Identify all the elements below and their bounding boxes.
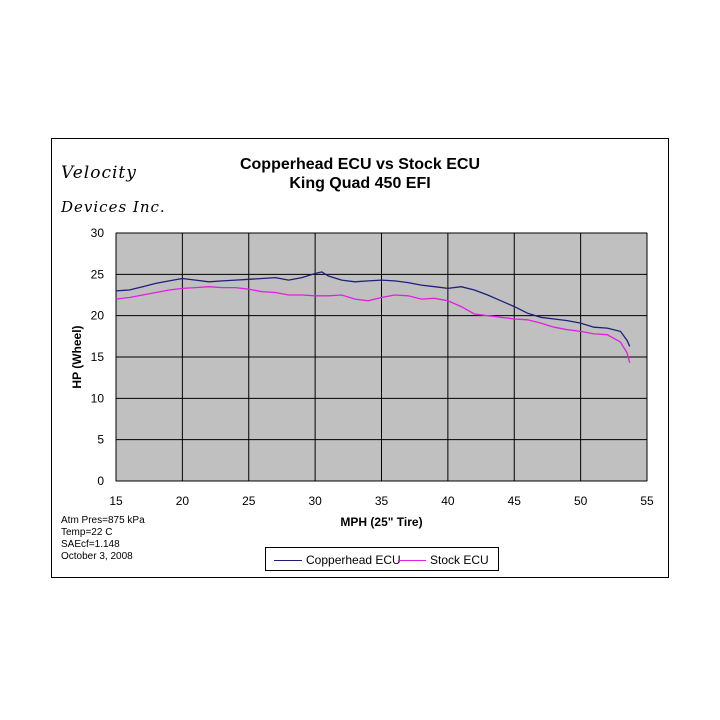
legend-item-stock: Stock ECU xyxy=(398,553,489,567)
x-tick-label: 30 xyxy=(308,494,322,508)
note-saecf: SAEcf=1.148 xyxy=(61,539,120,550)
y-tick-label: 15 xyxy=(91,350,105,364)
legend-swatch-copperhead xyxy=(274,559,302,561)
x-axis-label: MPH (25" Tire) xyxy=(340,515,422,529)
x-tick-label: 50 xyxy=(574,494,588,508)
x-tick-label: 15 xyxy=(109,494,123,508)
x-tick-label: 20 xyxy=(176,494,190,508)
y-axis-label: HP (Wheel) xyxy=(70,325,84,388)
grid-lines xyxy=(115,232,648,482)
y-tick-label: 0 xyxy=(97,474,104,488)
note-atm-pres: Atm Pres=875 kPa xyxy=(61,515,145,526)
x-tick-label: 40 xyxy=(441,494,455,508)
legend-item-copperhead: Copperhead ECU xyxy=(274,553,401,567)
y-tick-label: 10 xyxy=(91,391,105,405)
y-tick-labels: 0 5 10 15 20 25 30 xyxy=(91,226,105,488)
y-tick-label: 5 xyxy=(97,433,104,447)
y-tick-label: 20 xyxy=(91,309,105,323)
chart-subtitle: King Quad 450 EFI xyxy=(289,175,431,192)
logo-line-1: Velocity xyxy=(61,163,137,183)
legend: Copperhead ECU Stock ECU xyxy=(265,547,499,571)
x-tick-label: 25 xyxy=(242,494,256,508)
logo-line-2: Devices Inc. xyxy=(61,198,166,216)
y-tick-label: 25 xyxy=(91,267,105,281)
x-tick-label: 35 xyxy=(375,494,389,508)
note-date: October 3, 2008 xyxy=(61,551,133,562)
x-tick-labels: 15 20 25 30 35 40 45 50 55 xyxy=(109,494,654,508)
x-tick-label: 45 xyxy=(508,494,522,508)
x-tick-label: 55 xyxy=(640,494,654,508)
legend-label-copperhead: Copperhead ECU xyxy=(306,553,401,567)
chart-title: Copperhead ECU vs Stock ECU xyxy=(239,156,481,173)
legend-label-stock: Stock ECU xyxy=(430,553,489,567)
series-line-copperhead xyxy=(115,271,631,347)
y-tick-label: 30 xyxy=(91,226,105,240)
series-group xyxy=(115,271,631,363)
series-line-stock xyxy=(115,286,631,363)
legend-swatch-stock xyxy=(398,559,426,561)
note-temp: Temp=22 C xyxy=(61,527,113,538)
